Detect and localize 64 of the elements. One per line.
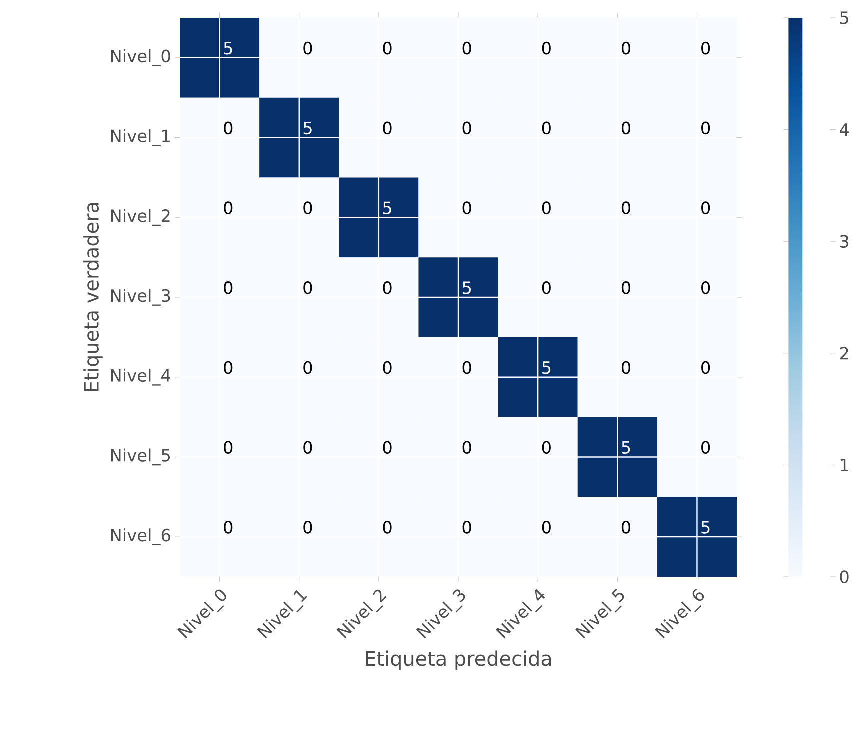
data-label: 0 — [304, 281, 312, 294]
data-label: 0 — [383, 361, 392, 374]
data-label: 5 — [224, 42, 232, 55]
data-label: 0 — [462, 202, 472, 214]
data-label: 0 — [702, 441, 710, 454]
data-label: 0 — [542, 441, 551, 454]
color-bar-label: 3 — [840, 235, 849, 248]
data-label: 0 — [462, 441, 472, 454]
y-tick-label: Nivel_3 — [111, 289, 170, 306]
data-label: 0 — [304, 521, 312, 534]
data-label: 0 — [702, 361, 710, 374]
data-label: 5 — [463, 282, 471, 294]
y-tick-label: Nivel_6 — [111, 528, 170, 546]
data-label: 0 — [702, 202, 710, 214]
data-label: 0 — [224, 361, 233, 374]
data-label: 0 — [622, 202, 630, 214]
data-label: 0 — [542, 281, 551, 294]
data-label: 0 — [462, 361, 472, 374]
data-label: 0 — [702, 122, 710, 135]
y-axis-title: Etiqueta verdadera — [84, 203, 103, 392]
data-label: 0 — [462, 42, 472, 55]
y-tick-label: Nivel_5 — [111, 448, 170, 466]
data-label: 0 — [383, 521, 392, 534]
data-label: 0 — [542, 42, 551, 55]
data-label: 0 — [622, 122, 630, 135]
color-bar-label: 5 — [840, 12, 848, 24]
x-axis-title: Etiqueta predecida — [366, 650, 552, 670]
data-label: 0 — [304, 361, 312, 374]
color-bar-label: 2 — [840, 347, 848, 360]
data-label: 0 — [224, 202, 233, 214]
data-label: 0 — [383, 122, 392, 135]
y-tick-label: Nivel_0 — [111, 49, 170, 66]
data-label: 0 — [542, 122, 551, 135]
data-label: 0 — [383, 42, 392, 55]
y-tick-label: Nivel_1 — [111, 129, 170, 146]
data-label: 0 — [622, 42, 630, 55]
data-label: 0 — [702, 281, 710, 294]
data-label: 0 — [304, 42, 312, 55]
data-label: 5 — [383, 202, 392, 214]
data-label: 0 — [462, 122, 472, 135]
data-label: 0 — [224, 122, 233, 135]
data-label: 0 — [542, 521, 551, 534]
y-tick-label: Nivel_2 — [111, 209, 170, 226]
data-label: 5 — [304, 122, 312, 135]
data-label: 0 — [622, 281, 630, 294]
data-label: 5 — [622, 441, 630, 454]
data-label: 5 — [542, 362, 551, 374]
color-bar-label: 1 — [840, 459, 848, 472]
data-label: 0 — [224, 441, 233, 454]
data-label: 0 — [224, 521, 233, 534]
data-label: 0 — [622, 361, 630, 374]
data-label: 0 — [383, 281, 392, 294]
data-label: 0 — [702, 42, 710, 55]
color-bar-label: 0 — [840, 570, 849, 584]
data-label: 0 — [462, 521, 472, 534]
data-label: 0 — [542, 202, 551, 214]
data-label: 0 — [304, 202, 312, 214]
data-label: 0 — [224, 281, 233, 294]
data-label: 0 — [622, 521, 630, 534]
data-label: 0 — [383, 441, 392, 454]
color-bar-label: 4 — [840, 124, 849, 136]
y-tick-label: Nivel_4 — [111, 368, 171, 386]
data-label: 0 — [304, 441, 312, 454]
data-label: 5 — [702, 521, 710, 534]
